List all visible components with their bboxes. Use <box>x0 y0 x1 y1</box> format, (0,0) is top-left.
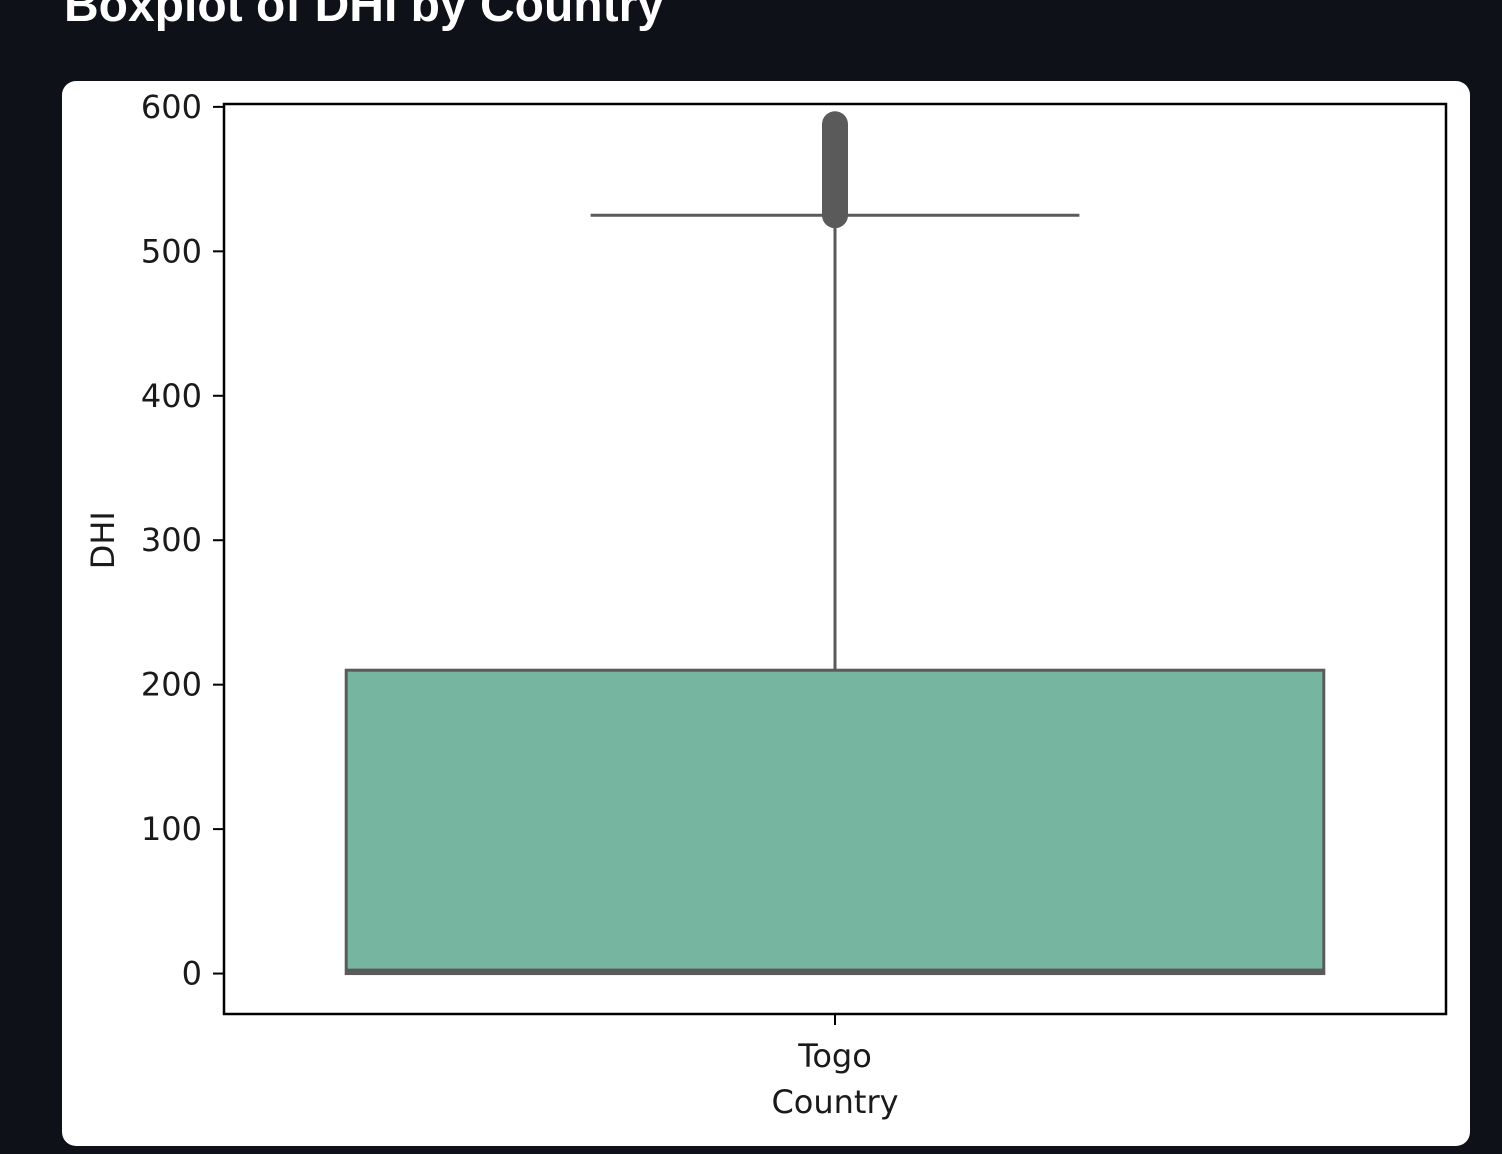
y-axis-label: DHI <box>84 511 122 569</box>
y-tick-label: 0 <box>182 955 202 993</box>
y-tick-label: 200 <box>141 666 202 704</box>
plot-layer <box>344 111 1326 976</box>
y-tick-label: 600 <box>141 88 202 126</box>
chart-card: 0 100 200 300 400 500 600 Togo DHI Country <box>62 81 1470 1146</box>
y-tick-label: 100 <box>141 810 202 848</box>
x-axis: Togo <box>797 1014 872 1075</box>
x-axis-label: Country <box>771 1083 898 1121</box>
page-title: Boxplot of DHI by Country <box>64 0 664 32</box>
y-tick-label: 500 <box>141 232 202 270</box>
y-tick-label: 300 <box>141 521 202 559</box>
y-axis: 0 100 200 300 400 500 600 <box>141 88 224 993</box>
box-iqr <box>344 668 1326 976</box>
y-tick-label: 400 <box>141 377 202 415</box>
x-tick-label: Togo <box>797 1037 872 1075</box>
boxplot-chart: 0 100 200 300 400 500 600 Togo DHI Country <box>84 88 1448 1121</box>
box-group <box>344 111 1326 976</box>
